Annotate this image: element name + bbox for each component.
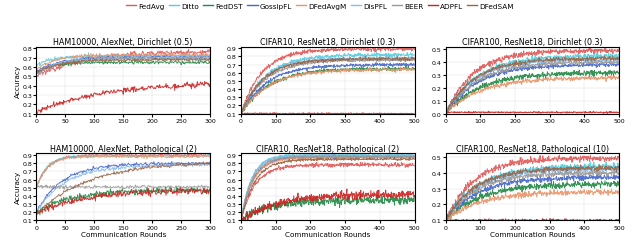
X-axis label: Communication Rounds: Communication Rounds — [490, 231, 575, 237]
X-axis label: Communication Rounds: Communication Rounds — [81, 231, 166, 237]
Title: CIFAR100, ResNet18, Pathological (10): CIFAR100, ResNet18, Pathological (10) — [456, 144, 609, 153]
Title: HAM10000, AlexNet, Pathological (2): HAM10000, AlexNet, Pathological (2) — [50, 144, 196, 153]
Title: CIFAR10, ResNet18, Pathological (2): CIFAR10, ResNet18, Pathological (2) — [256, 144, 399, 153]
Title: CIFAR100, ResNet18, Dirichlet (0.3): CIFAR100, ResNet18, Dirichlet (0.3) — [462, 38, 603, 47]
Legend: FedAvg, Ditto, FedDST, GossipFL, DFedAvgM, DisPFL, BEER, ADPFL, DFedSAM: FedAvg, Ditto, FedDST, GossipFL, DFedAvg… — [123, 1, 517, 13]
X-axis label: Communication Rounds: Communication Rounds — [285, 231, 371, 237]
Y-axis label: Accuracy: Accuracy — [15, 171, 21, 204]
Title: CIFAR10, ResNet18, Dirichlet (0.3): CIFAR10, ResNet18, Dirichlet (0.3) — [260, 38, 396, 47]
Y-axis label: Accuracy: Accuracy — [15, 64, 21, 97]
Title: HAM10000, AlexNet, Dirichlet (0.5): HAM10000, AlexNet, Dirichlet (0.5) — [54, 38, 193, 47]
